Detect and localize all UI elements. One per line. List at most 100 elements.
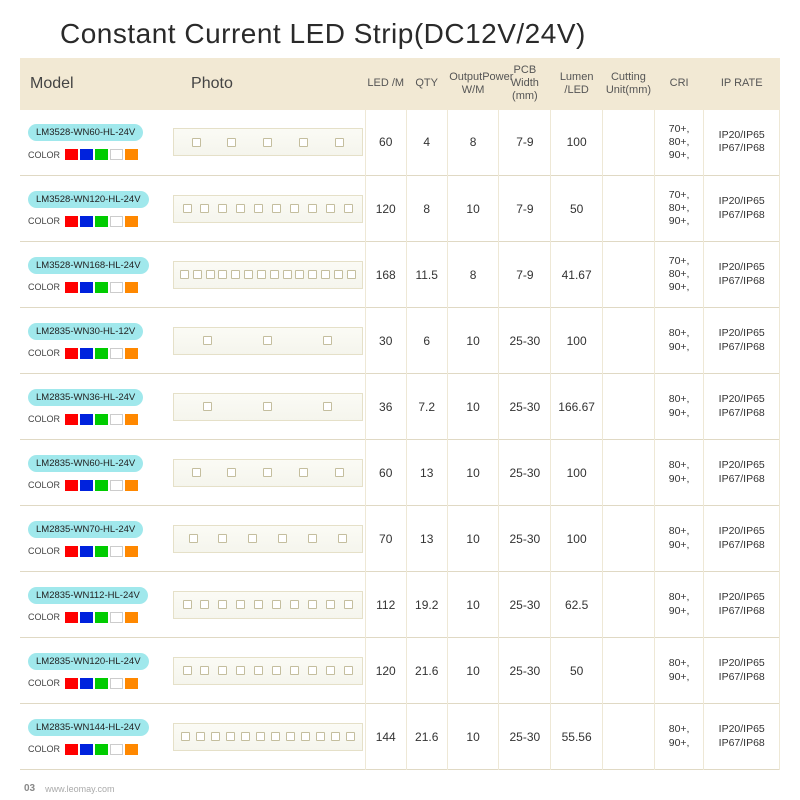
led-icon [236,204,245,213]
led-icon [326,600,335,609]
color-row: COLOR [28,216,171,227]
color-swatch [95,282,108,293]
color-swatch [65,414,78,425]
led-icon [183,204,192,213]
color-swatch [95,744,108,755]
color-label: COLOR [28,678,60,688]
table-row: LM2835-WN30-HL-12VCOLOR3061025-3010080+,… [20,308,780,374]
color-swatch [65,546,78,557]
cell-power: 10 [447,704,499,770]
led-icon [218,666,227,675]
led-icon [346,732,355,741]
led-icon [244,270,253,279]
header-cutting: Cutting Unit(mm) [603,58,655,110]
cell-lumen: 62.5 [551,572,603,638]
photo-cell [171,176,365,242]
color-swatch [110,612,123,623]
led-icon [254,600,263,609]
led-icon [263,138,272,147]
table-row: LM2835-WN36-HL-24VCOLOR367.21025-30166.6… [20,374,780,440]
cell-cut [603,308,655,374]
cell-led: 30 [365,308,406,374]
led-icon [189,534,198,543]
spec-table: Model Photo LED /M QTY OutputPower W/M P… [20,58,780,770]
led-icon [290,600,299,609]
cell-lumen: 166.67 [551,374,603,440]
header-pcb: PCB Width (mm) [499,58,551,110]
led-icon [270,270,279,279]
model-badge: LM2835-WN70-HL-24V [28,521,143,538]
photo-cell [171,242,365,308]
cell-pcb: 25-30 [499,572,551,638]
cell-power: 10 [447,572,499,638]
color-swatch [65,480,78,491]
header-row: Model Photo LED /M QTY OutputPower W/M P… [20,58,780,110]
header-qty: QTY [406,58,447,110]
led-icon [183,666,192,675]
color-swatch [125,480,138,491]
led-icon [335,468,344,477]
model-badge: LM2835-WN60-HL-24V [28,455,143,472]
color-swatch [95,414,108,425]
color-swatch [65,612,78,623]
cell-cut [603,638,655,704]
led-icon [272,204,281,213]
led-icon [227,138,236,147]
led-icon [290,204,299,213]
color-swatch [125,348,138,359]
led-icon [192,468,201,477]
photo-cell [171,308,365,374]
color-swatch [80,744,93,755]
model-badge: LM2835-WN30-HL-12V [28,323,143,340]
led-icon [226,732,235,741]
color-row: COLOR [28,612,171,623]
model-badge: LM2835-WN144-HL-24V [28,719,149,736]
model-badge: LM2835-WN112-HL-24V [28,587,148,604]
led-icon [334,270,343,279]
cell-cri: 80+, 90+, [654,308,704,374]
cell-cri: 70+, 80+, 90+, [654,176,704,242]
color-swatch [110,744,123,755]
cell-led: 112 [365,572,406,638]
led-icon [263,468,272,477]
color-swatch [110,282,123,293]
model-cell: LM2835-WN120-HL-24VCOLOR [20,638,171,704]
header-cri: CRI [654,58,704,110]
photo-cell [171,110,365,176]
color-row: COLOR [28,744,171,755]
led-icon [211,732,220,741]
photo-cell [171,572,365,638]
color-swatch [95,216,108,227]
cell-ip: IP20/IP65 IP67/IP68 [704,572,780,638]
cell-cri: 80+, 90+, [654,638,704,704]
cell-qty: 13 [406,506,447,572]
color-label: COLOR [28,744,60,754]
color-row: COLOR [28,546,171,557]
header-led: LED /M [365,58,406,110]
cell-pcb: 25-30 [499,308,551,374]
led-icon [272,600,281,609]
led-icon [301,732,310,741]
header-power: OutputPower W/M [447,58,499,110]
color-swatch [110,678,123,689]
cell-lumen: 41.67 [551,242,603,308]
color-swatch [125,282,138,293]
color-swatch [80,480,93,491]
model-cell: LM3528-WN168-HL-24VCOLOR [20,242,171,308]
led-icon [323,336,332,345]
model-cell: LM2835-WN30-HL-12VCOLOR [20,308,171,374]
color-swatch [125,678,138,689]
color-swatch [95,348,108,359]
cell-cri: 70+, 80+, 90+, [654,242,704,308]
cell-pcb: 25-30 [499,506,551,572]
cell-lumen: 100 [551,440,603,506]
table-row: LM2835-WN112-HL-24VCOLOR11219.21025-3062… [20,572,780,638]
led-icon [180,270,189,279]
cell-pcb: 7-9 [499,242,551,308]
cell-cri: 80+, 90+, [654,506,704,572]
color-swatch [65,149,78,160]
color-swatch [125,216,138,227]
color-swatch [110,149,123,160]
color-swatch [80,149,93,160]
color-row: COLOR [28,480,171,491]
